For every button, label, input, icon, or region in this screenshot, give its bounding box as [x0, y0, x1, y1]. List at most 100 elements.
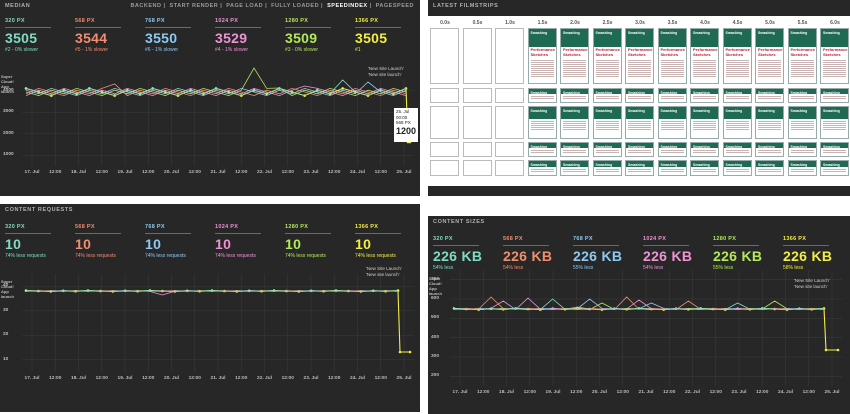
stat-320px[interactable]: 320 PX 10 74% less requests — [5, 224, 51, 259]
filmstrip-frame-blank[interactable] — [430, 106, 459, 139]
filmstrip-frame[interactable]: Smashing — [820, 106, 849, 139]
filmstrip-frame[interactable]: Smashing — [657, 106, 687, 139]
filmstrip-frame[interactable]: Smashing — [560, 142, 589, 157]
tab-start-render[interactable]: START RENDER — [169, 3, 219, 9]
stat-1366px[interactable]: 1366 PX 10 74% less requests — [355, 224, 401, 259]
filmstrip-frame[interactable]: Smashing — [787, 160, 817, 176]
filmstrip-frame[interactable]: Smashing Performance Sketches — [755, 28, 784, 84]
filmstrip-frame-blank[interactable] — [462, 160, 492, 176]
tab-fully-loaded[interactable]: FULLY LOADED — [271, 3, 320, 9]
stat-568px[interactable]: 568 PX 226 KB 54% less — [503, 236, 552, 271]
filmstrip-frame[interactable]: Smashing — [657, 142, 687, 157]
tab-speedindex[interactable]: SPEEDINDEX — [327, 3, 368, 9]
filmstrip-frame[interactable]: Smashing Performance Sketches — [560, 28, 589, 84]
tab-page-load[interactable]: PAGE LOAD — [226, 3, 264, 9]
filmstrip-frame[interactable]: Smashing — [755, 106, 784, 139]
filmstrip-frame-blank[interactable] — [495, 28, 524, 84]
stat-1024px[interactable]: 1024 PX 3529 #4 - 1% slower — [215, 18, 261, 53]
filmstrip-time-label: 4.5s — [732, 20, 743, 26]
filmstrip-frame[interactable]: Smashing — [592, 160, 622, 176]
filmstrip-frame[interactable]: Smashing — [787, 142, 817, 157]
tab-pagespeed[interactable]: PAGESPEED — [375, 3, 414, 9]
filmstrip-frame[interactable]: Smashing — [820, 160, 849, 176]
filmstrip-frame[interactable]: Smashing — [722, 160, 752, 176]
data-point[interactable] — [398, 350, 402, 354]
filmstrip-frame[interactable]: Smashing — [527, 106, 557, 139]
filmstrip-frame-blank[interactable] — [430, 160, 459, 176]
filmstrip-frame[interactable]: Smashing — [722, 142, 752, 157]
filmstrip-frame[interactable]: Smashing — [560, 106, 589, 139]
filmstrip-frame[interactable]: Smashing Performance Sketches — [820, 28, 849, 84]
filmstrip-frame[interactable]: Smashing — [787, 88, 817, 103]
stat-320px[interactable]: 320 PX 226 KB 54% less — [433, 236, 482, 271]
filmstrip-frame-blank[interactable] — [495, 160, 524, 176]
filmstrip-frame[interactable]: Smashing Performance Sketches — [690, 28, 719, 84]
frame-header: Smashing — [528, 107, 556, 120]
stat-1280px[interactable]: 1280 PX 226 KB 55% less — [713, 236, 762, 271]
filmstrip-frame[interactable]: Smashing — [755, 142, 784, 157]
filmstrip-frame[interactable]: Smashing — [657, 88, 687, 103]
stat-568px[interactable]: 568 PX 10 74% less requests — [75, 224, 121, 259]
filmstrip-frame[interactable]: Smashing — [787, 106, 817, 139]
data-point[interactable] — [408, 350, 412, 354]
filmstrip-frame[interactable]: Smashing — [820, 88, 849, 103]
data-point[interactable] — [824, 348, 828, 352]
stat-1280px[interactable]: 1280 PX 3509 #3 - 0% slower — [285, 18, 331, 53]
stat-768px[interactable]: 768 PX 226 KB 55% less — [573, 236, 622, 271]
filmstrip-frame[interactable]: Smashing Performance Sketches — [722, 28, 752, 84]
filmstrip-frame[interactable]: Smashing — [560, 160, 589, 176]
stat-768px[interactable]: 768 PX 3550 #6 - 1% slower — [145, 18, 191, 53]
filmstrip-frame-blank[interactable] — [495, 106, 524, 139]
stat-1024px[interactable]: 1024 PX 226 KB 54% less — [643, 236, 692, 271]
filmstrip-frame[interactable]: Smashing — [625, 142, 654, 157]
filmstrip-frame-blank[interactable] — [462, 106, 492, 139]
filmstrip-frame[interactable]: Smashing — [625, 160, 654, 176]
data-point[interactable] — [836, 348, 840, 352]
stat-1366px[interactable]: 1366 PX 226 KB 58% less — [783, 236, 832, 271]
filmstrip-frame[interactable]: Smashing — [755, 160, 784, 176]
stat-320px[interactable]: 320 PX 3505 #2 - 0% slower — [5, 18, 51, 53]
stat-1024px[interactable]: 1024 PX 10 74% less requests — [215, 224, 261, 259]
filmstrip-frame[interactable]: Smashing — [722, 88, 752, 103]
filmstrip-frame[interactable]: Smashing — [527, 142, 557, 157]
filmstrip-frame[interactable]: Smashing — [755, 88, 784, 103]
filmstrip-frame[interactable]: Smashing Performance Sketches — [592, 28, 622, 84]
filmstrip-frame-blank[interactable] — [495, 88, 524, 103]
filmstrip-frame[interactable]: Smashing Performance Sketches — [787, 28, 817, 84]
filmstrip-frame-blank[interactable] — [495, 142, 524, 157]
filmstrip-frame[interactable]: Smashing — [690, 160, 719, 176]
stat-1366px[interactable]: 1366 PX 3505 #1 — [355, 18, 401, 53]
filmstrip-frame[interactable]: Smashing — [592, 106, 622, 139]
filmstrip-frame[interactable]: Smashing Performance Sketches — [625, 28, 654, 84]
filmstrip-frame[interactable]: Smashing Performance Sketches — [527, 28, 557, 84]
filmstrip-frame-blank[interactable] — [462, 28, 492, 84]
data-point[interactable] — [24, 87, 28, 90]
stat-768px[interactable]: 768 PX 10 74% less requests — [145, 224, 191, 259]
filmstrip-frame[interactable]: Smashing — [690, 142, 719, 157]
x-tick-label: 20. Jul — [164, 170, 179, 175]
tab-backend[interactable]: BACKEND — [130, 3, 162, 9]
filmstrip-frame[interactable]: Smashing — [820, 142, 849, 157]
filmstrip-frame[interactable]: Smashing — [527, 160, 557, 176]
tooltip-time: 00:00 — [396, 114, 408, 120]
filmstrip-frame[interactable]: Smashing — [690, 88, 719, 103]
stat-1280px[interactable]: 1280 PX 10 74% less requests — [285, 224, 331, 259]
filmstrip-frame-blank[interactable] — [430, 28, 459, 84]
filmstrip-frame-blank[interactable] — [462, 142, 492, 157]
filmstrip-frame[interactable]: Smashing — [690, 106, 719, 139]
filmstrip-frame[interactable]: Smashing — [722, 106, 752, 139]
filmstrip-frame-blank[interactable] — [462, 88, 492, 103]
filmstrip-frame[interactable]: Smashing — [657, 160, 687, 176]
filmstrip-frame-blank[interactable] — [430, 142, 459, 157]
stat-568px[interactable]: 568 PX 3544 #5 - 1% slower — [75, 18, 121, 53]
filmstrip-frame[interactable]: Smashing — [560, 88, 589, 103]
data-point[interactable] — [341, 87, 344, 90]
filmstrip-frame[interactable]: Smashing — [527, 88, 557, 103]
filmstrip-time-label: 0.5s — [472, 20, 483, 26]
filmstrip-frame[interactable]: Smashing — [592, 142, 622, 157]
filmstrip-frame[interactable]: Smashing Performance Sketches — [657, 28, 687, 84]
filmstrip-frame[interactable]: Smashing — [592, 88, 622, 103]
filmstrip-frame[interactable]: Smashing — [625, 106, 654, 139]
filmstrip-frame[interactable]: Smashing — [625, 88, 654, 103]
filmstrip-frame-blank[interactable] — [430, 88, 459, 103]
